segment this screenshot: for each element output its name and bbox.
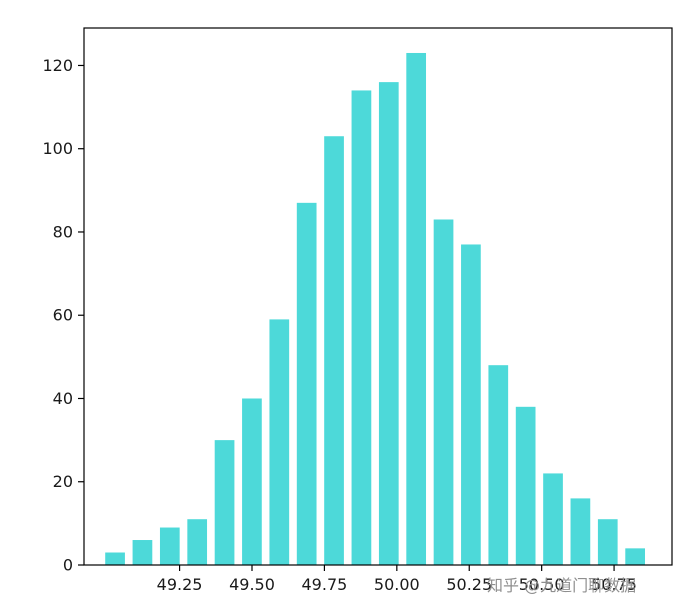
histogram-bar xyxy=(351,90,372,565)
x-tick-label: 50.00 xyxy=(374,575,420,594)
x-tick-label: 50.25 xyxy=(446,575,492,594)
x-tick-label: 49.50 xyxy=(229,575,275,594)
histogram-bar xyxy=(105,552,125,565)
histogram-bar xyxy=(625,548,645,565)
y-tick-label: 80 xyxy=(53,222,73,241)
histogram-bar xyxy=(132,540,153,565)
histogram-bar xyxy=(159,527,180,565)
y-tick-label: 0 xyxy=(63,556,73,575)
x-tick-label: 50.50 xyxy=(519,575,565,594)
histogram-bar xyxy=(488,365,509,565)
histogram-bar xyxy=(242,398,262,565)
histogram-bar xyxy=(324,136,344,566)
y-tick-label: 40 xyxy=(53,389,73,408)
watermark: 知乎 @九道门聊数据 xyxy=(487,576,637,595)
histogram-bar xyxy=(269,319,290,565)
histogram-bar xyxy=(406,52,427,566)
y-tick-label: 100 xyxy=(42,139,73,158)
histogram-bar xyxy=(543,473,563,565)
histogram-bar xyxy=(515,406,536,565)
histogram-bar xyxy=(296,202,317,565)
histogram-bar xyxy=(378,82,399,566)
y-tick-label: 60 xyxy=(53,306,73,325)
x-tick-label: 49.75 xyxy=(302,575,348,594)
histogram-bar xyxy=(214,440,235,565)
histogram-bar xyxy=(187,519,208,565)
histogram-bar xyxy=(597,519,618,565)
histogram-bar xyxy=(570,498,591,565)
x-tick-label: 49.25 xyxy=(157,575,203,594)
histogram-bar xyxy=(433,219,454,566)
plot-frame xyxy=(83,27,673,566)
y-tick-label: 120 xyxy=(42,56,73,75)
x-tick-label: 50.75 xyxy=(591,575,637,594)
y-tick-label: 20 xyxy=(53,472,73,491)
histogram-bar xyxy=(461,244,481,565)
